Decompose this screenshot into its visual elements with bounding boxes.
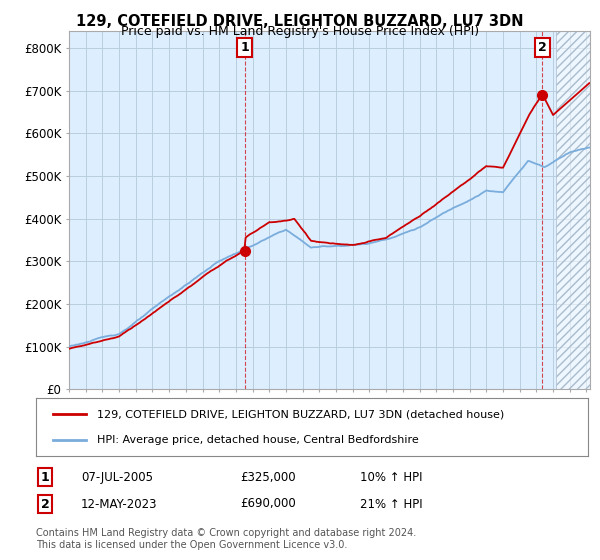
- Text: Price paid vs. HM Land Registry's House Price Index (HPI): Price paid vs. HM Land Registry's House …: [121, 25, 479, 38]
- Text: 2: 2: [538, 41, 547, 54]
- Text: 12-MAY-2023: 12-MAY-2023: [81, 497, 157, 511]
- Text: £325,000: £325,000: [240, 470, 296, 484]
- Bar: [556, 31, 590, 389]
- Text: 21% ↑ HPI: 21% ↑ HPI: [360, 497, 422, 511]
- Text: HPI: Average price, detached house, Central Bedfordshire: HPI: Average price, detached house, Cent…: [97, 435, 418, 445]
- Text: Contains HM Land Registry data © Crown copyright and database right 2024.
This d: Contains HM Land Registry data © Crown c…: [36, 528, 416, 549]
- Text: 2: 2: [41, 497, 49, 511]
- Text: 1: 1: [41, 470, 49, 484]
- Bar: [556, 31, 590, 389]
- Text: 10% ↑ HPI: 10% ↑ HPI: [360, 470, 422, 484]
- Text: 129, COTEFIELD DRIVE, LEIGHTON BUZZARD, LU7 3DN (detached house): 129, COTEFIELD DRIVE, LEIGHTON BUZZARD, …: [97, 409, 504, 419]
- Text: 07-JUL-2005: 07-JUL-2005: [81, 470, 153, 484]
- Text: 129, COTEFIELD DRIVE, LEIGHTON BUZZARD, LU7 3DN: 129, COTEFIELD DRIVE, LEIGHTON BUZZARD, …: [76, 14, 524, 29]
- Text: 1: 1: [240, 41, 249, 54]
- Text: £690,000: £690,000: [240, 497, 296, 511]
